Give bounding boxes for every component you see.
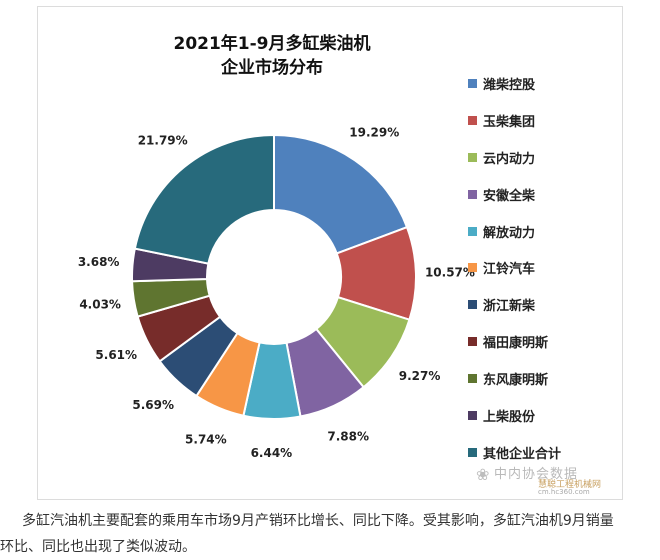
chart-frame: 2021年1-9月多缸柴油机 企业市场分布 19.29% 10.57% 9.27% 7… bbox=[37, 6, 623, 500]
slice-label-3: 9.27% bbox=[399, 369, 441, 383]
wechat-icon: ❀ bbox=[476, 465, 490, 484]
legend-item-11: 其他企业合计 bbox=[468, 434, 618, 471]
legend-label: 东风康明斯 bbox=[483, 373, 549, 389]
legend-item-3: 云内动力 bbox=[468, 139, 618, 176]
slice-1 bbox=[273, 133, 409, 255]
slice-label-9: 4.03% bbox=[79, 297, 121, 311]
legend-label: 云内动力 bbox=[483, 151, 536, 167]
legend-label: 上柴股份 bbox=[483, 409, 536, 425]
legend-swatch bbox=[468, 115, 477, 125]
caption-line-2: 环比、同比也出现了类似波动。 bbox=[0, 539, 196, 555]
legend-label: 福田康明斯 bbox=[483, 336, 549, 352]
legend-swatch bbox=[468, 447, 477, 457]
slice-label-2: 10.57% bbox=[425, 265, 475, 279]
legend-item-2: 玉柴集团 bbox=[468, 102, 618, 139]
chart-title: 2021年1-9月多缸柴油机 bbox=[173, 33, 370, 54]
legend-item-1: 潍柴控股 bbox=[468, 65, 618, 102]
slice-label-6: 5.74% bbox=[185, 432, 227, 446]
chart-subtitle: 企业市场分布 bbox=[220, 57, 323, 78]
slice-label-10: 3.68% bbox=[78, 255, 120, 269]
slice-label-4: 7.88% bbox=[327, 430, 369, 444]
caption-line-1: 多缸汽油机主要配套的乘用车市场9月产销环比增长、同比下降。受其影响，多缸汽油机9… bbox=[22, 513, 614, 529]
slice-11 bbox=[133, 133, 275, 265]
slice-label-8: 5.61% bbox=[95, 348, 137, 362]
legend-item-8: 福田康明斯 bbox=[468, 323, 618, 360]
watermark: ❀ 中内协会数据 慧聪工程机械网 cm.hc360.com bbox=[476, 459, 616, 499]
legend-item-4: 安徽全柴 bbox=[468, 176, 618, 213]
slice-label-5: 6.44% bbox=[251, 446, 293, 460]
legend-swatch bbox=[468, 152, 477, 162]
slice-label-11: 21.79% bbox=[138, 134, 188, 148]
legend-label: 潍柴控股 bbox=[483, 77, 536, 93]
legend-item-6: 江铃汽车 bbox=[468, 249, 618, 286]
legend-swatch bbox=[468, 189, 477, 199]
legend-label: 其他企业合计 bbox=[483, 446, 562, 462]
legend-swatch bbox=[468, 226, 477, 236]
legend-swatch bbox=[468, 410, 477, 420]
legend-item-7: 浙江新柴 bbox=[468, 286, 618, 323]
donut-chart: 2021年1-9月多缸柴油机 企业市场分布 19.29% 10.57% 9.27% 7… bbox=[78, 33, 475, 460]
legend-item-10: 上柴股份 bbox=[468, 397, 618, 434]
watermark-site: 慧聪工程机械网 bbox=[538, 480, 602, 490]
legend-swatch bbox=[468, 374, 477, 384]
legend-label: 浙江新柴 bbox=[483, 299, 536, 315]
slice-label-7: 5.69% bbox=[132, 398, 174, 412]
legend-swatch bbox=[468, 337, 477, 347]
slice-label-1: 19.29% bbox=[349, 125, 399, 139]
legend-item-9: 东风康明斯 bbox=[468, 360, 618, 397]
legend-label: 玉柴集团 bbox=[483, 114, 536, 130]
legend-swatch bbox=[468, 263, 477, 273]
legend-swatch bbox=[468, 300, 477, 310]
legend-label: 解放动力 bbox=[483, 225, 536, 241]
caption: 多缸汽油机主要配套的乘用车市场9月产销环比增长、同比下降。受其影响，多缸汽油机9… bbox=[0, 508, 660, 560]
legend-item-5: 解放动力 bbox=[468, 213, 618, 250]
legend-label: 安徽全柴 bbox=[483, 188, 536, 204]
legend: 潍柴控股玉柴集团云内动力安徽全柴解放动力江铃汽车浙江新柴福田康明斯东风康明斯上柴… bbox=[468, 65, 618, 471]
watermark-org: 中内协会数据 bbox=[494, 467, 579, 482]
legend-swatch bbox=[468, 78, 477, 88]
legend-label: 江铃汽车 bbox=[483, 262, 536, 278]
watermark-url: cm.hc360.com bbox=[538, 488, 590, 496]
